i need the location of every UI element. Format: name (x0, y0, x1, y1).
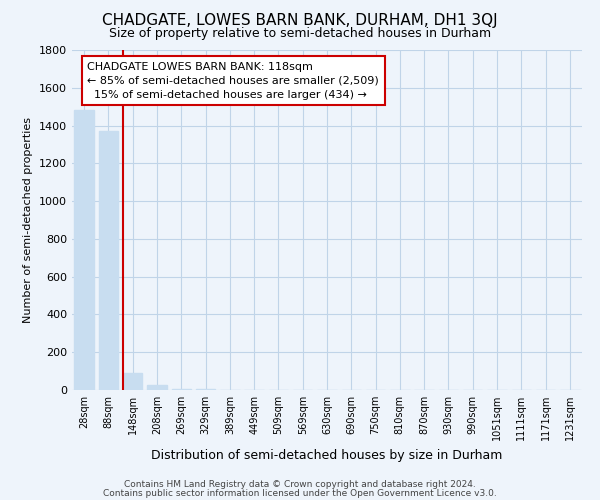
Text: Size of property relative to semi-detached houses in Durham: Size of property relative to semi-detach… (109, 28, 491, 40)
Bar (74, 110, 94, 390)
Bar (147, 386, 167, 390)
Bar (172, 389, 191, 390)
Text: CHADGATE, LOWES BARN BANK, DURHAM, DH1 3QJ: CHADGATE, LOWES BARN BANK, DURHAM, DH1 3… (102, 12, 498, 28)
Text: CHADGATE LOWES BARN BANK: 118sqm
← 85% of semi-detached houses are smaller (2,50: CHADGATE LOWES BARN BANK: 118sqm ← 85% o… (88, 62, 379, 100)
Y-axis label: Number of semi-detached properties: Number of semi-detached properties (23, 117, 34, 323)
X-axis label: Distribution of semi-detached houses by size in Durham: Distribution of semi-detached houses by … (151, 448, 503, 462)
Text: Contains public sector information licensed under the Open Government Licence v3: Contains public sector information licen… (103, 488, 497, 498)
Text: Contains HM Land Registry data © Crown copyright and database right 2024.: Contains HM Land Registry data © Crown c… (124, 480, 476, 489)
Bar (123, 373, 142, 390)
Bar (99, 131, 118, 390)
